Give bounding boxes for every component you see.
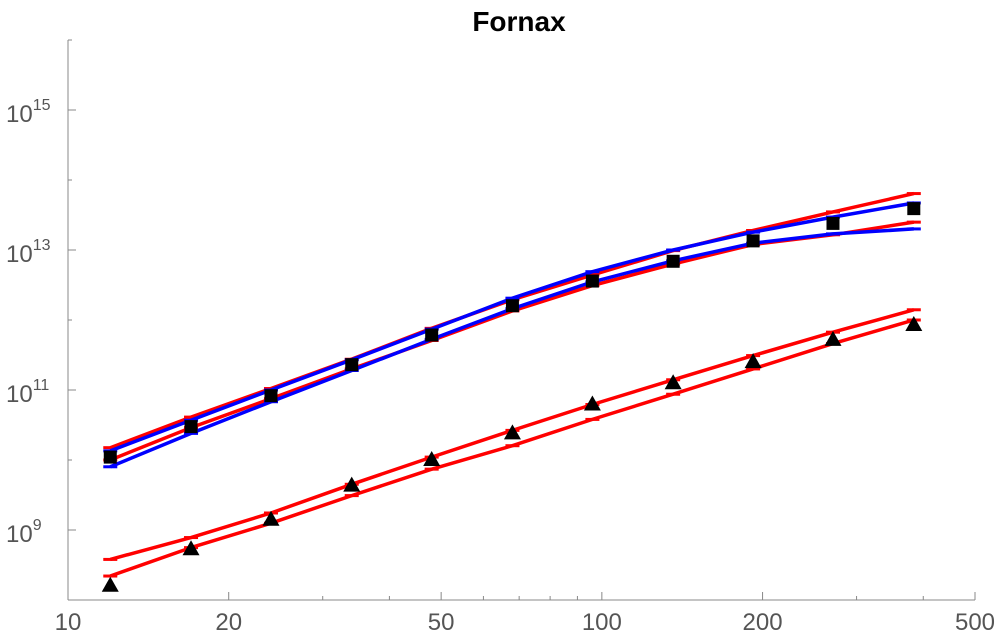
- series-line: [109, 318, 915, 578]
- data-point-triangle: [824, 330, 842, 346]
- y-tick-label: 109: [6, 517, 42, 548]
- data-point-triangle: [262, 510, 280, 526]
- chart-title: Fornax: [472, 6, 566, 37]
- data-point-square: [264, 389, 278, 403]
- y-tick-label: 1013: [6, 237, 51, 268]
- data-point-square: [826, 216, 840, 230]
- data-point-triangle: [423, 451, 441, 466]
- data-point-square: [345, 358, 359, 372]
- y-tick-label: 1011: [6, 377, 49, 408]
- data-point-square: [585, 274, 599, 288]
- series-lines: [103, 191, 921, 578]
- y-tick-label: 1015: [6, 97, 51, 128]
- data-point-triangle: [101, 576, 119, 592]
- data-point-square: [425, 328, 439, 342]
- series-line: [109, 191, 915, 450]
- data-point-triangle: [583, 395, 601, 411]
- series-markers: [101, 202, 923, 592]
- data-point-square: [907, 202, 921, 216]
- data-point-square: [746, 234, 760, 248]
- series-line: [109, 220, 915, 462]
- data-point-square: [666, 254, 680, 268]
- data-point-triangle: [664, 374, 682, 390]
- data-point-triangle: [503, 424, 521, 440]
- data-point-square: [103, 450, 117, 464]
- x-tick-label: 200: [743, 609, 783, 636]
- data-point-triangle: [343, 476, 361, 492]
- data-point-triangle: [182, 540, 200, 556]
- x-tick-label: 10: [55, 609, 82, 636]
- x-tick-label: 100: [582, 609, 622, 636]
- x-tick-label: 20: [215, 609, 242, 636]
- data-point-triangle: [744, 353, 762, 369]
- data-point-triangle: [905, 315, 923, 331]
- data-point-square: [184, 420, 198, 434]
- data-point-square: [505, 299, 519, 313]
- x-tick-label: 500: [955, 609, 995, 636]
- axis-ticks: 10 20 50 100 200 500 109 1011 1013 1015: [6, 39, 995, 636]
- x-tick-label: 50: [428, 609, 455, 636]
